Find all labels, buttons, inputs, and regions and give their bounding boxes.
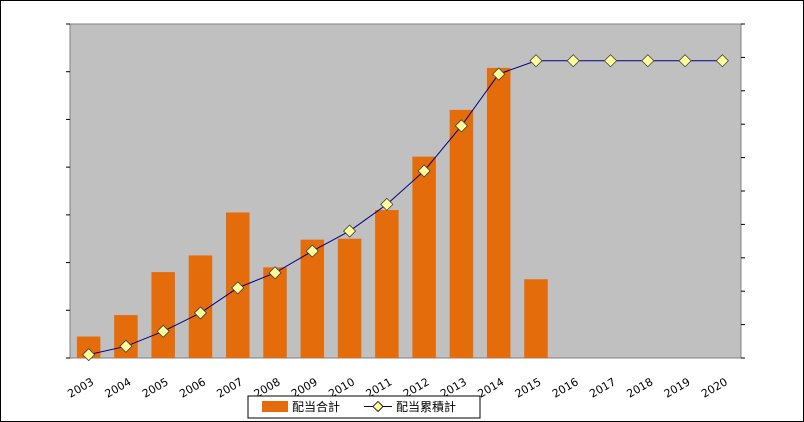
bar-series (76, 67, 548, 358)
x-tick-label: 2003 (65, 375, 96, 400)
line-point (454, 119, 468, 133)
right-axis-ticks (741, 23, 745, 359)
line-point (566, 54, 580, 68)
x-tick-label: 2007 (215, 375, 246, 400)
line-point (156, 324, 170, 338)
left-axis-ticks (66, 23, 70, 359)
bar (449, 109, 474, 358)
bar (151, 272, 175, 358)
line-markers (82, 54, 729, 362)
line-point (193, 306, 208, 320)
legend-bar-swatch (262, 401, 288, 412)
x-tick-label: 2019 (662, 375, 693, 400)
line-point (119, 339, 133, 353)
line-point (231, 281, 245, 295)
legend-line-label: 配当累積計 (396, 399, 456, 414)
x-tick-label: 2016 (550, 375, 581, 400)
line-point (678, 54, 692, 68)
line-point (343, 224, 357, 238)
x-tick-label: 2015 (513, 375, 544, 400)
line-point (492, 67, 506, 81)
bar (486, 67, 511, 358)
x-tick-label: 2020 (699, 375, 730, 400)
bar (524, 279, 548, 358)
line-point (715, 54, 729, 68)
bar (263, 267, 287, 358)
x-tick-label: 2004 (103, 375, 134, 400)
line-point (603, 54, 618, 68)
bar (337, 238, 362, 358)
line-point (380, 197, 394, 211)
line-point (641, 54, 655, 68)
legend: 配当合計 配当累積計 (247, 395, 481, 419)
line-point (82, 348, 96, 362)
x-tick-label: 2005 (140, 375, 171, 400)
line-point (305, 244, 319, 258)
bar (412, 156, 436, 358)
plot-area (69, 23, 742, 359)
x-tick-label: 2006 (177, 375, 208, 400)
line-point (417, 164, 431, 178)
bar (76, 336, 101, 358)
legend-bar-label: 配当合計 (292, 399, 340, 414)
x-tick-label: 2017 (587, 375, 618, 400)
line-point (268, 266, 282, 280)
x-tick-label: 2018 (625, 375, 656, 400)
bar (375, 210, 399, 358)
bar (300, 239, 325, 358)
legend-diamond-marker (372, 400, 384, 413)
line-point (529, 54, 543, 68)
